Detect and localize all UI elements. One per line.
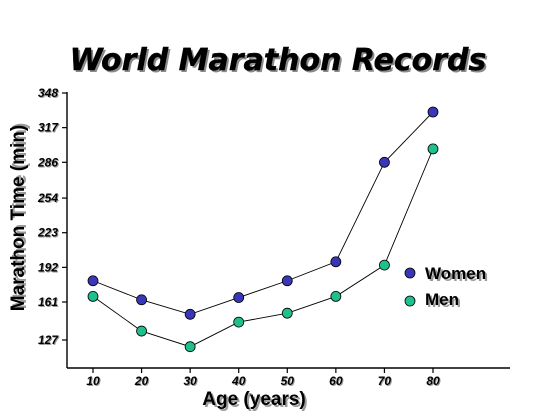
y-tick-label: 317 — [38, 121, 59, 135]
y-tick-label: 223 — [37, 226, 58, 240]
chart-title: World Marathon Records — [70, 43, 487, 78]
x-axis-title-shadow: Age (years) — [204, 391, 308, 412]
data-point-men — [136, 325, 147, 337]
y-tick-label: 286 — [37, 155, 58, 169]
series-points — [87, 106, 439, 353]
legend-item-men: Men Men — [404, 290, 461, 311]
x-tick-label: 10 — [86, 374, 100, 388]
y-tick-label: 161 — [38, 295, 58, 309]
y-tick-label-shadow: 317 — [39, 122, 60, 136]
y-axis-title: Marathon Time (min) — [8, 125, 29, 312]
legend-label-men-shadow: Men — [427, 292, 461, 311]
data-point-women — [136, 294, 147, 306]
y-tick-label-shadow: 348 — [39, 87, 59, 101]
data-point-women — [330, 256, 342, 268]
y-tick-label-shadow: 286 — [38, 156, 59, 170]
x-tick-label-shadow: 70 — [379, 375, 393, 389]
data-point-men — [233, 316, 245, 328]
data-point-women — [233, 292, 245, 303]
x-tick-label-shadow: 40 — [232, 375, 247, 389]
data-point-women — [427, 106, 439, 118]
x-tick-label-shadow: 50 — [282, 375, 296, 389]
legend-marker-women — [404, 267, 416, 279]
y-tick-label-shadow: 254 — [38, 192, 59, 206]
y-tick-label-shadow: 192 — [39, 261, 59, 275]
data-point-men — [427, 143, 439, 155]
y-tick-label: 192 — [38, 260, 58, 274]
y-tick-label-shadow: 161 — [39, 296, 59, 310]
legend-marker-men — [404, 295, 416, 307]
legend-label-women: Women — [425, 264, 486, 283]
data-point-women — [184, 308, 196, 320]
legend: Women Women Men Men — [404, 264, 488, 311]
chart-title-shadow: World Marathon Records — [72, 45, 489, 80]
x-tick-label-shadow: 20 — [135, 375, 150, 389]
series-line-women — [92, 111, 434, 315]
x-tick-label: 80 — [426, 374, 440, 388]
series-line-men — [92, 148, 434, 348]
y-tick-label: 348 — [38, 86, 58, 100]
data-point-women — [281, 275, 293, 287]
series-lines — [92, 111, 434, 348]
data-point-men — [379, 259, 390, 271]
x-tick-label: 50 — [281, 374, 295, 388]
data-point-men — [281, 307, 293, 319]
x-tick-label-shadow: 30 — [184, 375, 198, 389]
data-point-men — [87, 291, 99, 302]
legend-label-women-shadow: Women — [427, 266, 488, 285]
axes — [66, 92, 510, 369]
x-tick-label-shadow: 80 — [427, 375, 441, 389]
x-tick-label: 30 — [183, 374, 197, 388]
data-point-women — [379, 156, 390, 168]
data-point-men — [184, 341, 196, 353]
x-tick-label: 20 — [134, 374, 149, 388]
y-tick-label: 127 — [38, 333, 59, 347]
y-tick-label: 254 — [37, 191, 58, 205]
x-tick-label-shadow: 10 — [87, 375, 101, 389]
data-point-men — [330, 291, 342, 302]
x-axis-title: Age (years) — [202, 389, 306, 410]
y-ticks: 1271271611611921922232232542542862863173… — [37, 86, 67, 348]
data-point-women — [87, 275, 99, 287]
x-tick-label: 70 — [378, 374, 392, 388]
x-tick-label-shadow: 60 — [330, 375, 344, 389]
x-tick-label: 40 — [231, 374, 246, 388]
x-tick-label: 60 — [329, 374, 343, 388]
y-tick-label-shadow: 223 — [38, 227, 59, 241]
y-tick-label-shadow: 127 — [39, 334, 60, 348]
legend-label-men: Men — [425, 290, 459, 309]
legend-item-women: Women Women — [404, 264, 488, 285]
y-axis-title-shadow: Marathon Time (min) — [10, 123, 31, 310]
